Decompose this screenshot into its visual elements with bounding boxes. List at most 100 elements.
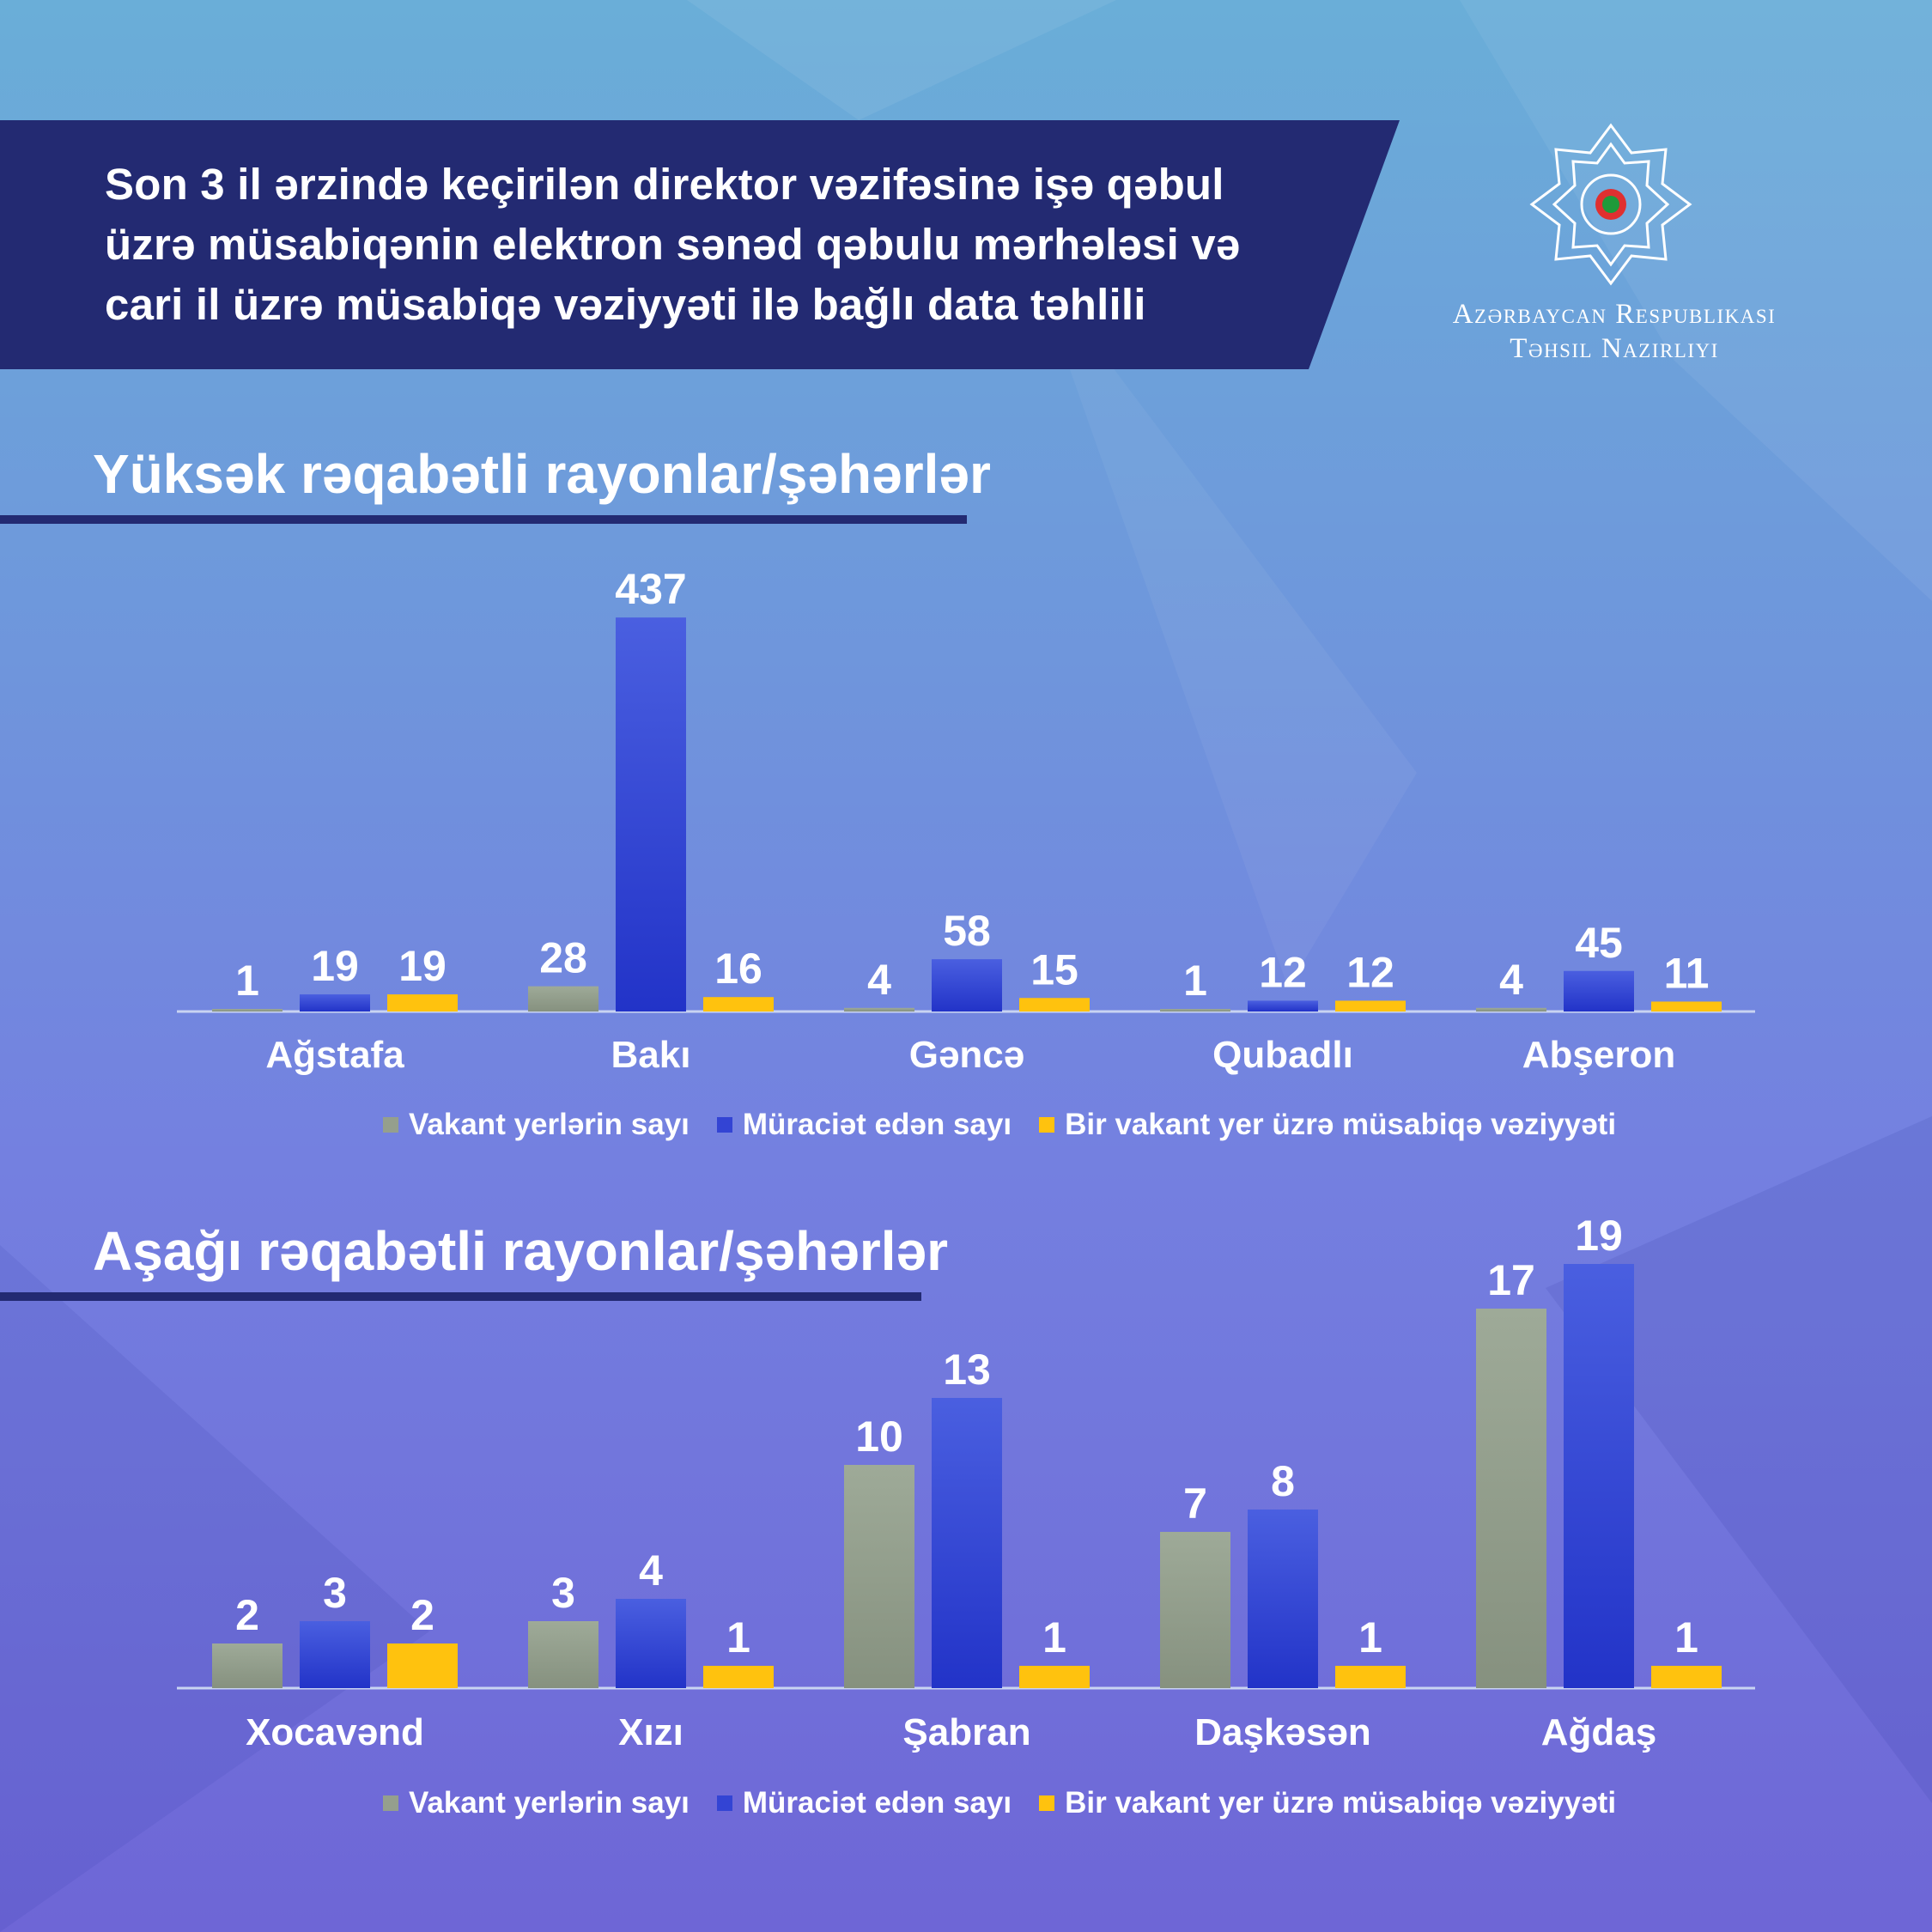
legend-item-muraciet: Müraciət edən sayı xyxy=(716,1108,1012,1142)
data-label-musabiqe-2: 1 xyxy=(1042,1613,1066,1662)
bar-vakant-0 xyxy=(212,1643,283,1688)
data-label-muraciet-3: 8 xyxy=(1271,1457,1295,1505)
bar-musabiqe-1 xyxy=(703,997,774,1012)
ministry-emblem-icon xyxy=(1529,123,1692,286)
bar-muraciet-0 xyxy=(300,994,370,1012)
data-label-musabiqe-4: 1 xyxy=(1674,1613,1698,1662)
category-label-1: Xızı xyxy=(618,1711,683,1753)
legend-label: Bir vakant yer üzrə müsabiqə vəziyyəti xyxy=(1065,1108,1617,1141)
legend-swatch xyxy=(716,1795,732,1811)
data-label-musabiqe-4: 11 xyxy=(1664,949,1710,997)
category-label-4: Abşeron xyxy=(1522,1034,1675,1076)
data-label-muraciet-2: 13 xyxy=(943,1346,991,1394)
data-label-vakant-4: 17 xyxy=(1487,1256,1535,1304)
ministry-line-1: Azərbaycan Respublikası xyxy=(1452,299,1777,330)
bar-muraciet-1 xyxy=(616,617,686,1012)
page-title: Son 3 il ərzində keçirilən direktor vəzi… xyxy=(105,160,1241,329)
bar-musabiqe-3 xyxy=(1335,1000,1406,1012)
data-label-vakant-3: 7 xyxy=(1183,1479,1207,1528)
legend-item-muraciet: Müraciət edən sayı xyxy=(716,1786,1012,1820)
bar-vakant-1 xyxy=(528,1621,598,1688)
legend-swatch xyxy=(1039,1795,1055,1811)
legend-label: Bir vakant yer üzrə müsabiqə vəziyyəti xyxy=(1065,1786,1617,1820)
data-label-muraciet-4: 45 xyxy=(1575,919,1623,967)
category-label-2: Şabran xyxy=(902,1711,1030,1753)
legend-swatch xyxy=(383,1795,398,1811)
data-label-musabiqe-1: 1 xyxy=(726,1613,750,1662)
bar-vakant-4 xyxy=(1476,1309,1546,1688)
data-label-muraciet-0: 19 xyxy=(311,942,359,990)
bar-vakant-4 xyxy=(1476,1007,1546,1012)
ministry-name: Azərbaycan Respublikası Təhsil Nazirliyi xyxy=(1374,297,1855,366)
legend-label: Müraciət edən sayı xyxy=(742,1786,1012,1820)
data-label-musabiqe-3: 12 xyxy=(1346,948,1394,996)
ministry-line-2: Təhsil Nazirliyi xyxy=(1510,333,1719,364)
data-label-muraciet-1: 4 xyxy=(639,1546,663,1595)
legend-label: Müraciət edən sayı xyxy=(742,1108,1012,1141)
data-label-vakant-4: 4 xyxy=(1499,956,1523,1004)
data-label-musabiqe-1: 16 xyxy=(714,945,762,993)
bar-musabiqe-2 xyxy=(1019,1666,1090,1688)
chart-1-title: Yüksək rəqabətli rayonlar/şəhərlər xyxy=(93,443,991,505)
legend-item-musabiqe: Bir vakant yer üzrə müsabiqə vəziyyəti xyxy=(1039,1108,1616,1142)
bar-vakant-2 xyxy=(844,1007,914,1012)
category-label-2: Gəncə xyxy=(909,1034,1025,1076)
legend-label: Vakant yerlərin sayı xyxy=(409,1108,690,1141)
data-label-vakant-3: 1 xyxy=(1183,957,1207,1005)
legend-swatch xyxy=(383,1117,398,1133)
data-label-musabiqe-3: 1 xyxy=(1358,1613,1382,1662)
data-label-vakant-2: 4 xyxy=(867,956,891,1004)
legend-swatch xyxy=(716,1117,732,1133)
legend-item-musabiqe: Bir vakant yer üzrə müsabiqə vəziyyəti xyxy=(1039,1786,1616,1820)
bar-vakant-2 xyxy=(844,1465,914,1688)
bar-vakant-3 xyxy=(1160,1532,1230,1688)
category-label-0: Xocavənd xyxy=(246,1711,424,1753)
legend-item-vakant: Vakant yerlərin sayı xyxy=(383,1786,690,1820)
category-label-0: Ağstafa xyxy=(265,1034,404,1076)
data-label-musabiqe-2: 15 xyxy=(1030,945,1078,993)
bar-musabiqe-4 xyxy=(1651,1666,1722,1688)
bar-vakant-0 xyxy=(212,1009,283,1012)
chart-1-title-rule xyxy=(0,515,967,524)
bar-muraciet-0 xyxy=(300,1621,370,1688)
data-label-muraciet-0: 3 xyxy=(323,1569,347,1617)
legend-label: Vakant yerlərin sayı xyxy=(409,1786,690,1820)
category-label-1: Bakı xyxy=(611,1034,691,1076)
data-label-vakant-0: 2 xyxy=(235,1591,259,1639)
bar-muraciet-3 xyxy=(1248,1510,1318,1688)
chart-2-title: Aşağı rəqabətli rayonlar/şəhərlər xyxy=(93,1220,948,1282)
data-label-muraciet-1: 437 xyxy=(615,565,686,613)
bar-muraciet-3 xyxy=(1248,1000,1318,1012)
bar-muraciet-2 xyxy=(932,1398,1002,1688)
data-label-vakant-1: 3 xyxy=(551,1569,575,1617)
bar-musabiqe-0 xyxy=(387,1643,458,1688)
data-label-vakant-2: 10 xyxy=(855,1413,903,1461)
data-label-muraciet-2: 58 xyxy=(943,907,991,955)
bar-muraciet-4 xyxy=(1564,970,1634,1012)
data-label-vakant-1: 28 xyxy=(539,934,587,982)
chart-2-title-rule xyxy=(0,1292,921,1301)
data-label-muraciet-3: 12 xyxy=(1259,948,1307,996)
bar-musabiqe-2 xyxy=(1019,998,1090,1012)
chart-1-legend: Vakant yerlərin sayı Müraciət edən sayı … xyxy=(383,1108,1643,1142)
bar-vakant-3 xyxy=(1160,1009,1230,1012)
chart-2-legend: Vakant yerlərin sayı Müraciət edən sayı … xyxy=(383,1786,1643,1820)
bar-muraciet-2 xyxy=(932,959,1002,1012)
category-label-3: Daşkəsən xyxy=(1194,1711,1370,1753)
bar-musabiqe-4 xyxy=(1651,1001,1722,1012)
legend-swatch xyxy=(1039,1117,1055,1133)
bar-musabiqe-0 xyxy=(387,994,458,1012)
data-label-musabiqe-0: 2 xyxy=(410,1591,434,1639)
category-label-4: Ağdaş xyxy=(1541,1711,1656,1753)
data-label-muraciet-4: 19 xyxy=(1575,1212,1623,1260)
bar-muraciet-1 xyxy=(616,1599,686,1688)
bar-musabiqe-1 xyxy=(703,1666,774,1688)
bar-musabiqe-3 xyxy=(1335,1666,1406,1688)
data-label-vakant-0: 1 xyxy=(235,957,259,1005)
bar-muraciet-4 xyxy=(1564,1264,1634,1688)
title-banner xyxy=(0,120,1400,369)
data-label-musabiqe-0: 19 xyxy=(398,942,447,990)
category-label-3: Qubadlı xyxy=(1212,1034,1353,1076)
